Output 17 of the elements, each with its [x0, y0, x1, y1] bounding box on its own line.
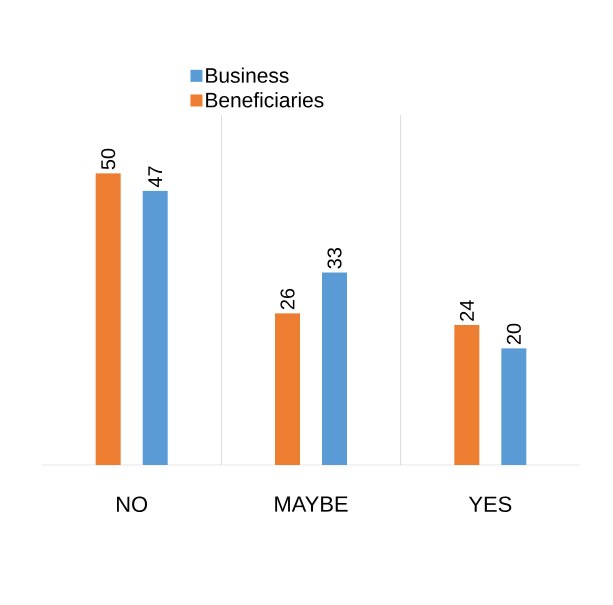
bar: [142, 190, 168, 465]
x-tick-label: NO: [117, 496, 148, 512]
bar: [322, 272, 348, 465]
x-tick-label: YES: [468, 496, 512, 512]
data-label: 24: [460, 300, 474, 321]
data-label: 20: [506, 324, 521, 344]
bar: [96, 173, 121, 465]
x-tick-label: MAYBE: [275, 496, 348, 512]
bar: [275, 313, 300, 465]
data-label: 26: [280, 288, 295, 310]
legend-label: Beneficiaries: [206, 92, 324, 108]
legend-label: Business: [206, 68, 289, 83]
data-label: 47: [148, 166, 162, 188]
data-label: 50: [101, 148, 116, 170]
bar: [454, 324, 480, 465]
data-label: 33: [327, 248, 342, 269]
bar: [501, 348, 526, 465]
